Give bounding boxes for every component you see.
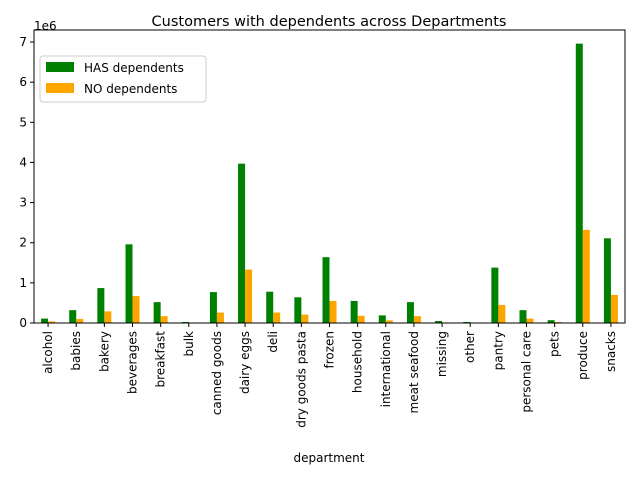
x-tick-label: beverages: [126, 331, 140, 394]
bar-has-international: [378, 315, 386, 323]
legend-label-no: NO dependents: [84, 82, 177, 96]
bar-no-produce: [582, 229, 590, 323]
legend-label-has: HAS dependents: [84, 61, 184, 75]
legend-frame: [39, 55, 207, 103]
bar-no-alcohol: [48, 321, 56, 323]
x-tick-label: dairy eggs: [238, 331, 252, 394]
y-scale-label: 1e6: [34, 19, 57, 33]
bar-no-breakfast: [160, 316, 168, 323]
bar-has-pets: [547, 320, 555, 323]
y-tick-label: 5: [19, 115, 27, 129]
bar-no-pantry: [498, 304, 506, 323]
bar-has-dry-goods-pasta: [294, 297, 302, 323]
bar-no-frozen: [329, 300, 337, 323]
bar-has-meat-seafood: [406, 302, 414, 323]
legend-swatch-has: [46, 62, 74, 72]
bar-no-babies: [76, 318, 84, 323]
bar-has-missing: [435, 320, 443, 323]
x-tick-label: dry goods pasta: [294, 331, 308, 428]
bar-has-alcohol: [41, 318, 49, 323]
x-tick-label: pets: [548, 331, 562, 357]
bar-has-personal-care: [519, 310, 527, 323]
bar-has-bulk: [181, 321, 189, 323]
legend: HAS dependents NO dependents: [39, 55, 207, 103]
y-tick-label: 6: [19, 75, 27, 89]
bar-has-household: [350, 300, 358, 323]
x-tick-label: bulk: [182, 331, 196, 357]
bar-has-bakery: [97, 288, 105, 323]
x-tick-label: missing: [435, 331, 449, 377]
bar-no-dairy-eggs: [245, 269, 253, 323]
x-axis-label: department: [294, 451, 365, 465]
bar-has-breakfast: [153, 302, 161, 323]
x-tick-label: babies: [69, 331, 83, 371]
x-tick-label: breakfast: [154, 331, 168, 388]
bar-has-beverages: [125, 244, 133, 323]
bar-has-canned-goods: [209, 292, 217, 323]
x-tick-label: household: [351, 331, 365, 393]
chart-title: Customers with dependents across Departm…: [152, 14, 507, 30]
bar-has-pantry: [491, 267, 499, 323]
bar-no-household: [357, 315, 365, 323]
y-tick-label: 7: [19, 35, 27, 49]
bar-no-international: [385, 320, 393, 323]
y-tick-label: 3: [19, 196, 27, 210]
bar-has-snacks: [603, 238, 611, 323]
y-tick-label: 4: [19, 155, 27, 169]
bar-has-frozen: [322, 257, 330, 323]
bar-no-snacks: [610, 294, 618, 323]
x-tick-label: meat seafood: [407, 331, 421, 413]
y-tick-label: 1: [19, 276, 27, 290]
x-tick-label: deli: [266, 331, 280, 353]
legend-swatch-no: [46, 83, 74, 93]
bar-no-canned-goods: [216, 312, 224, 323]
bar-has-produce: [575, 43, 583, 323]
x-tick-label: bakery: [97, 331, 111, 372]
bar-no-pets: [554, 321, 562, 323]
bar-no-bakery: [104, 311, 112, 323]
x-tick-label: personal care: [520, 331, 534, 413]
bar-no-meat-seafood: [413, 316, 421, 323]
x-tick-label: frozen: [323, 331, 337, 369]
bar-no-personal-care: [526, 318, 534, 323]
bar-no-deli: [273, 312, 281, 323]
x-tick-label: pantry: [491, 331, 505, 370]
x-tick-label: snacks: [604, 331, 618, 372]
y-tick-label: 2: [19, 236, 27, 250]
x-tick-label: other: [463, 331, 477, 363]
x-tick-label: alcohol: [41, 331, 55, 374]
bar-no-dry-goods-pasta: [301, 314, 309, 323]
x-tick-label: international: [379, 331, 393, 407]
bar-has-babies: [69, 310, 77, 323]
x-tick-label: produce: [576, 331, 590, 380]
y-tick-label: 0: [19, 316, 27, 330]
bar-has-other: [463, 321, 471, 323]
bar-no-beverages: [132, 296, 140, 323]
bar-has-dairy-eggs: [238, 163, 246, 323]
x-tick-label: canned goods: [210, 331, 224, 415]
plot-area: 0 1 2 3 4 5 6 7 alcohol babies bakery beverages brea…: [19, 29, 626, 428]
bar-has-deli: [266, 291, 274, 323]
